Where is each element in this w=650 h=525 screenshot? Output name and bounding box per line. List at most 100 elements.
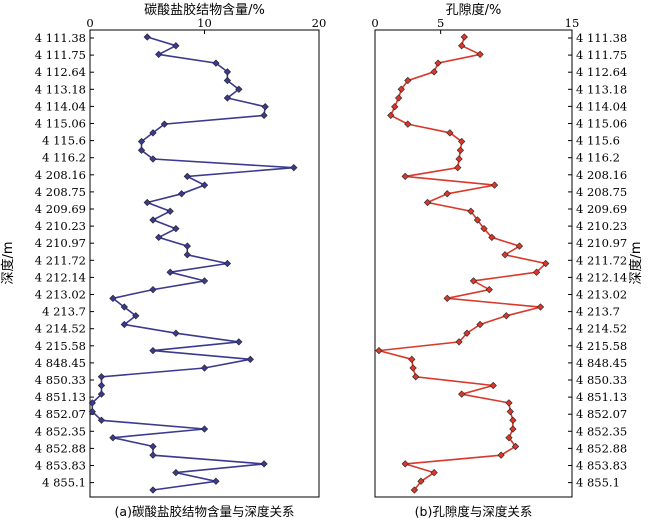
- data-point-marker: [200, 425, 209, 433]
- y-tick-label: 4 209.69: [576, 202, 627, 216]
- y-tick-label: 4 111.38: [35, 31, 86, 45]
- y-tick-label: 4 850.33: [576, 373, 627, 387]
- data-point-marker: [404, 120, 412, 128]
- data-point-marker: [172, 468, 180, 477]
- data-point-marker: [423, 198, 432, 207]
- y-tick-label: 4 212.14: [35, 270, 86, 284]
- y-tick-label: 4 852.07: [35, 407, 86, 421]
- data-point-marker: [489, 381, 497, 390]
- y-tick-label: 4 210.23: [576, 219, 627, 233]
- y-tick-label: 4 852.07: [576, 407, 627, 421]
- data-point-marker: [501, 251, 509, 259]
- data-point-marker: [166, 207, 174, 215]
- data-point-marker: [511, 442, 520, 451]
- y-tick-label: 4 111.38: [576, 31, 627, 45]
- y-tick-label: 4 213.7: [576, 305, 620, 319]
- data-point-marker: [455, 338, 463, 346]
- data-point-marker: [223, 68, 232, 76]
- y-tick-label: 4 111.75: [576, 48, 627, 62]
- data-point-marker: [410, 486, 419, 494]
- data-point-marker: [485, 286, 493, 294]
- data-point-marker: [467, 207, 475, 215]
- data-point-marker: [458, 42, 466, 50]
- data-point-marker: [88, 399, 96, 407]
- y-tick-label: 4 208.75: [576, 185, 627, 199]
- data-point-marker: [458, 137, 466, 146]
- y-tick-label: 4 853.83: [35, 459, 86, 473]
- y-tick-label: 4 851.13: [576, 390, 627, 404]
- y-tick-label: 4 114.04: [35, 99, 86, 113]
- data-point-marker: [137, 146, 146, 154]
- y-tick-label: 4 850.33: [35, 373, 86, 387]
- y-tick-label: 4 209.69: [35, 202, 86, 216]
- y-axis-label: 深度/m: [0, 241, 16, 284]
- x-tick-label: 10: [197, 16, 212, 30]
- data-point-marker: [454, 164, 462, 172]
- x-tick-label: 15: [565, 16, 580, 30]
- y-tick-label: 4 211.72: [576, 253, 627, 267]
- y-tick-label: 4 214.52: [35, 322, 86, 336]
- y-tick-label: 4 212.14: [576, 270, 627, 284]
- data-point-marker: [155, 233, 163, 241]
- data-point-marker: [515, 242, 524, 250]
- data-point-marker: [223, 259, 232, 268]
- data-point-marker: [97, 381, 106, 390]
- data-point-marker: [473, 216, 482, 224]
- data-point-marker: [260, 111, 268, 120]
- data-point-marker: [446, 129, 454, 137]
- y-tick-label: 4 114.04: [576, 99, 627, 113]
- x-tick-label: 0: [86, 16, 93, 30]
- y-axis-label: 深度/m: [628, 241, 644, 284]
- data-point-marker: [132, 312, 140, 320]
- y-tick-label: 4 208.16: [35, 168, 86, 182]
- y-tick-label: 4 211.72: [35, 253, 86, 267]
- data-point-marker: [223, 94, 232, 102]
- y-tick-label: 4 113.18: [576, 82, 627, 96]
- data-point-marker: [469, 277, 478, 285]
- data-point-marker: [480, 225, 488, 233]
- data-point-marker: [532, 268, 541, 276]
- x-tick-label: 0: [371, 16, 378, 30]
- data-point-marker: [505, 434, 513, 442]
- chart-title: 碳酸盐胶结物含量/%: [144, 2, 265, 18]
- data-point-marker: [443, 294, 451, 302]
- x-tick-label: 5: [437, 16, 444, 30]
- data-point-marker: [212, 59, 220, 67]
- y-tick-label: 4 852.35: [576, 424, 627, 438]
- y-tick-label: 4 112.64: [576, 65, 627, 79]
- data-point-marker: [443, 190, 451, 198]
- y-tick-label: 4 210.23: [35, 219, 86, 233]
- y-tick-label: 4 115.6: [42, 134, 86, 148]
- data-point-marker: [476, 320, 484, 329]
- data-point-marker: [160, 120, 169, 128]
- data-point-marker: [235, 85, 243, 93]
- y-tick-label: 4 848.45: [576, 356, 627, 370]
- y-tick-label: 4 113.18: [35, 82, 86, 96]
- data-point-marker: [200, 277, 209, 285]
- data-point-marker: [149, 442, 157, 451]
- data-point-marker: [149, 286, 157, 294]
- data-point-marker: [458, 390, 466, 398]
- series-line: [378, 36, 548, 491]
- data-point-marker: [149, 346, 157, 355]
- data-point-marker: [149, 486, 157, 494]
- data-point-marker: [375, 346, 383, 355]
- y-tick-label: 4 208.75: [35, 185, 86, 199]
- data-point-marker: [506, 407, 514, 416]
- data-point-marker: [172, 225, 180, 233]
- data-point-marker: [488, 233, 496, 241]
- data-point-marker: [172, 329, 180, 337]
- chart-panel-a: 碳酸盐胶结物含量/% 0 10 20 4 111.38 4 111.75 4 112.64 4…: [0, 2, 326, 519]
- data-point-marker: [502, 312, 510, 320]
- data-point-marker: [88, 407, 96, 416]
- data-point-marker: [109, 294, 117, 302]
- data-point-marker: [401, 460, 409, 468]
- data-point-marker: [397, 85, 405, 93]
- y-tick-label: 4 848.45: [35, 356, 86, 370]
- data-point-marker: [463, 329, 471, 337]
- data-point-marker: [120, 320, 128, 329]
- data-point-marker: [97, 416, 106, 424]
- y-tick-label: 4 852.35: [35, 424, 86, 438]
- data-point-marker: [97, 373, 106, 381]
